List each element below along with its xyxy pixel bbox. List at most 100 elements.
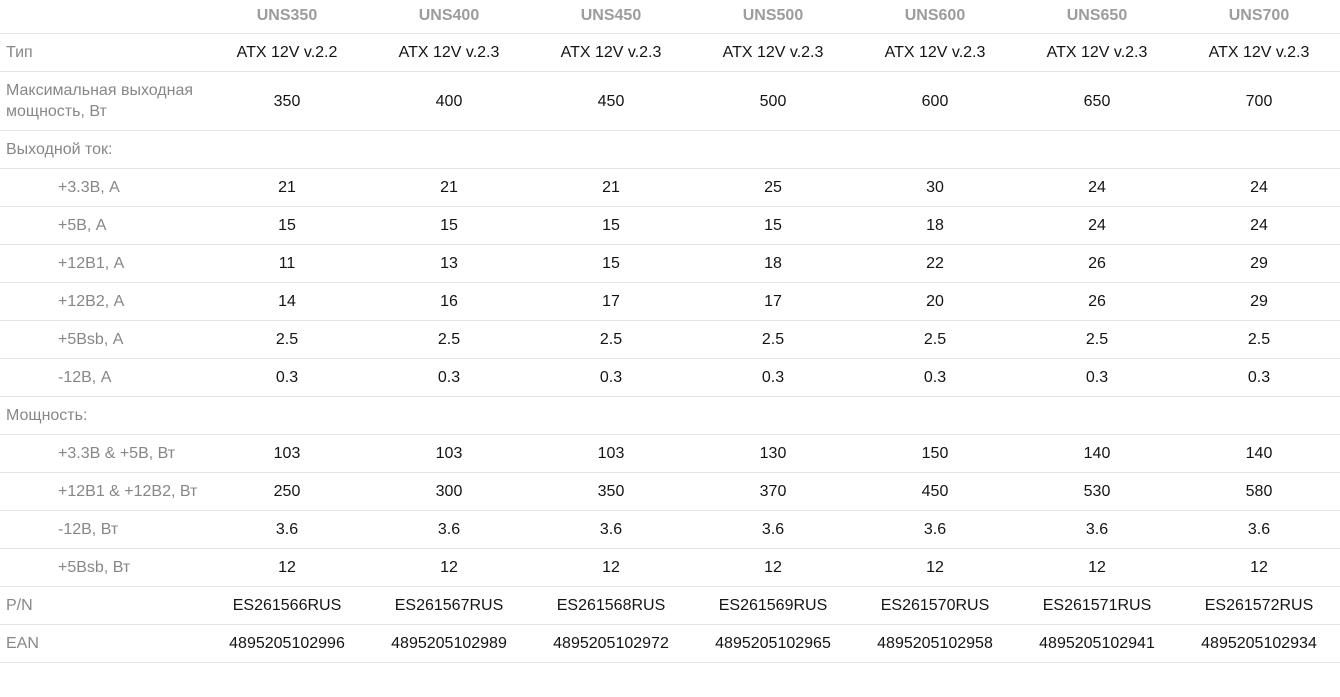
value-cell: 300	[368, 472, 530, 511]
table-row: -12В, Вт 3.6 3.6 3.6 3.6 3.6 3.6 3.6	[0, 510, 1340, 549]
value-cell: 29	[1178, 282, 1340, 321]
value-cell: 25	[692, 168, 854, 207]
value-cell: 3.6	[1178, 510, 1340, 549]
value-cell: 2.5	[206, 320, 368, 359]
value-cell: 2.5	[530, 320, 692, 359]
value-cell: 3.6	[854, 510, 1016, 549]
model-header-uns650: UNS650	[1016, 0, 1178, 34]
value-cell: 12	[854, 548, 1016, 587]
row-label: EAN	[0, 624, 206, 663]
value-cell: 0.3	[854, 358, 1016, 397]
row-label: Максимальная выходная мощность, Вт	[0, 71, 206, 131]
value-cell: 20	[854, 282, 1016, 321]
row-label: P/N	[0, 586, 206, 625]
value-cell: 17	[692, 282, 854, 321]
value-cell: ES261568RUS	[530, 586, 692, 625]
value-cell: ES261570RUS	[854, 586, 1016, 625]
value-cell: 2.5	[368, 320, 530, 359]
section-row: Мощность:	[0, 396, 1340, 435]
row-label: +5Bsb, А	[0, 320, 206, 359]
value-cell: 21	[368, 168, 530, 207]
value-cell: 0.3	[1016, 358, 1178, 397]
row-label: +12В1 & +12В2, Вт	[0, 472, 206, 511]
value-cell: 140	[1016, 434, 1178, 473]
value-cell: 12	[1178, 548, 1340, 587]
value-cell: 4895205102934	[1178, 624, 1340, 663]
table-row: EAN 4895205102996 4895205102989 48952051029…	[0, 624, 1340, 663]
value-cell: 450	[854, 472, 1016, 511]
value-cell: 12	[368, 548, 530, 587]
value-cell: 3.6	[530, 510, 692, 549]
value-cell: ATX 12V v.2.2	[206, 33, 368, 72]
model-header-uns400: UNS400	[368, 0, 530, 34]
section-label: Мощность:	[0, 396, 1340, 435]
value-cell: 29	[1178, 244, 1340, 283]
value-cell: 11	[206, 244, 368, 283]
value-cell: 4895205102996	[206, 624, 368, 663]
model-header-uns700: UNS700	[1178, 0, 1340, 34]
value-cell: 4895205102972	[530, 624, 692, 663]
value-cell: 24	[1016, 206, 1178, 245]
model-header-uns600: UNS600	[854, 0, 1016, 34]
value-cell: 24	[1178, 206, 1340, 245]
value-cell: ES261572RUS	[1178, 586, 1340, 625]
table-row: +12В1 & +12В2, Вт 250 300 350 370 450 530 580	[0, 472, 1340, 511]
value-cell: ATX 12V v.2.3	[530, 33, 692, 72]
value-cell: 103	[368, 434, 530, 473]
value-cell: 24	[1178, 168, 1340, 207]
value-cell: 103	[206, 434, 368, 473]
value-cell: 4895205102958	[854, 624, 1016, 663]
value-cell: ES261571RUS	[1016, 586, 1178, 625]
value-cell: 15	[368, 206, 530, 245]
model-header-row: UNS350 UNS400 UNS450 UNS500 UNS600 UNS650 UNS7…	[0, 0, 1340, 34]
value-cell: 15	[206, 206, 368, 245]
value-cell: 103	[530, 434, 692, 473]
value-cell: 350	[530, 472, 692, 511]
value-cell: 3.6	[206, 510, 368, 549]
row-label: +5В, А	[0, 206, 206, 245]
value-cell: 26	[1016, 244, 1178, 283]
value-cell: ES261566RUS	[206, 586, 368, 625]
value-cell: 500	[692, 71, 854, 131]
table-row: P/N ES261566RUS ES261567RUS ES261568RUS ES26…	[0, 586, 1340, 625]
section-label: Выходной ток:	[0, 130, 1340, 169]
value-cell: ATX 12V v.2.3	[1016, 33, 1178, 72]
value-cell: 530	[1016, 472, 1178, 511]
table-row: +12В2, А 14 16 17 17 20 26 29	[0, 282, 1340, 321]
section-row: Выходной ток:	[0, 130, 1340, 169]
value-cell: 650	[1016, 71, 1178, 131]
value-cell: 0.3	[692, 358, 854, 397]
value-cell: 12	[692, 548, 854, 587]
table-row: Тип ATX 12V v.2.2 ATX 12V v.2.3 ATX 12V v.2…	[0, 33, 1340, 72]
row-label: -12В, Вт	[0, 510, 206, 549]
value-cell: 21	[530, 168, 692, 207]
value-cell: 2.5	[692, 320, 854, 359]
table-row: +12В1, А 11 13 15 18 22 26 29	[0, 244, 1340, 283]
value-cell: 3.6	[1016, 510, 1178, 549]
table-row: +3.3В & +5В, Вт 103 103 103 130 150 140 140	[0, 434, 1340, 473]
model-header-uns450: UNS450	[530, 0, 692, 34]
value-cell: 14	[206, 282, 368, 321]
value-cell: 250	[206, 472, 368, 511]
value-cell: 12	[206, 548, 368, 587]
value-cell: 18	[854, 206, 1016, 245]
value-cell: 30	[854, 168, 1016, 207]
value-cell: 3.6	[368, 510, 530, 549]
value-cell: ATX 12V v.2.3	[692, 33, 854, 72]
row-label: +3.3В, А	[0, 168, 206, 207]
value-cell: 12	[1016, 548, 1178, 587]
value-cell: 370	[692, 472, 854, 511]
table-row: -12В, А 0.3 0.3 0.3 0.3 0.3 0.3 0.3	[0, 358, 1340, 397]
table-row: +5Bsb, Вт 12 12 12 12 12 12 12	[0, 548, 1340, 587]
value-cell: 700	[1178, 71, 1340, 131]
value-cell: 12	[530, 548, 692, 587]
psu-spec-table: UNS350 UNS400 UNS450 UNS500 UNS600 UNS650 UNS7…	[0, 0, 1340, 663]
model-header-uns500: UNS500	[692, 0, 854, 34]
row-label: Тип	[0, 33, 206, 72]
value-cell: 350	[206, 71, 368, 131]
row-label: +12В2, А	[0, 282, 206, 321]
value-cell: 130	[692, 434, 854, 473]
value-cell: 15	[530, 206, 692, 245]
value-cell: 0.3	[1178, 358, 1340, 397]
